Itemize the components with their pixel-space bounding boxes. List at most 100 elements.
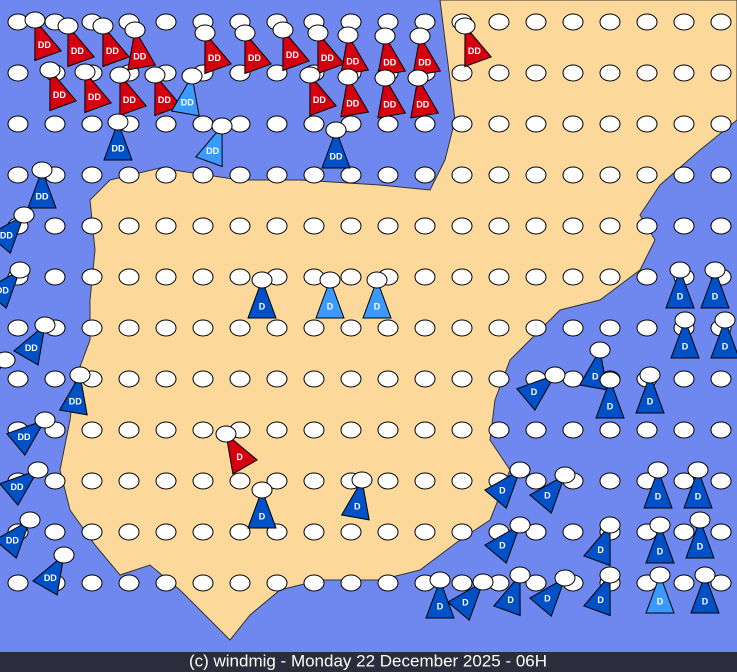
station (194, 24, 216, 42)
wind-label: D (647, 397, 654, 407)
wind-label: D (702, 597, 709, 607)
station (192, 370, 214, 388)
station (27, 461, 49, 479)
wind-arrow (583, 523, 611, 567)
wind-label: DD (158, 95, 171, 105)
station (562, 217, 584, 235)
station (192, 166, 214, 184)
station (562, 268, 584, 286)
wind-label: D (544, 490, 551, 500)
station (366, 271, 388, 289)
station (472, 573, 494, 591)
station (7, 64, 29, 82)
station (488, 370, 510, 388)
station (562, 421, 584, 439)
wind-label: DD (208, 53, 221, 63)
station (710, 13, 732, 31)
station (451, 574, 473, 592)
wind-label: DD (18, 432, 31, 442)
station (44, 115, 66, 133)
station (107, 113, 129, 131)
wind-arrow (340, 75, 370, 118)
station (488, 115, 510, 133)
station (303, 523, 325, 541)
station (451, 370, 473, 388)
station (639, 366, 661, 384)
station (303, 574, 325, 592)
station (673, 421, 695, 439)
station (714, 311, 736, 329)
station (319, 271, 341, 289)
station (710, 472, 732, 490)
station (636, 64, 658, 82)
station (303, 370, 325, 388)
wind-arrow (170, 74, 200, 117)
wind-arrow (204, 31, 232, 75)
wind-label: DD (346, 98, 359, 108)
station (562, 64, 584, 82)
wind-arrow (0, 268, 21, 309)
station (192, 217, 214, 235)
wind-arrow (247, 278, 277, 319)
wind-arrow (425, 578, 455, 619)
wind-label: D (657, 597, 664, 607)
station (710, 523, 732, 541)
station (24, 11, 46, 29)
wind-label: D (437, 602, 444, 612)
wind-label: D (695, 492, 702, 502)
wind-label: DD (71, 46, 84, 56)
station (525, 523, 547, 541)
wind-label: D (592, 371, 599, 381)
station (181, 67, 203, 85)
station (544, 366, 566, 384)
station (451, 319, 473, 337)
station (488, 13, 510, 31)
station (155, 166, 177, 184)
station (488, 268, 510, 286)
wind-arrow (493, 573, 521, 617)
station (674, 311, 696, 329)
wind-arrow (244, 31, 272, 75)
station (266, 166, 288, 184)
station (599, 421, 621, 439)
station (649, 516, 671, 534)
station (229, 319, 251, 337)
station (81, 472, 103, 490)
station (488, 319, 510, 337)
station (673, 370, 695, 388)
wind-arrow (321, 128, 351, 169)
wind-arrow (377, 76, 407, 119)
station (155, 370, 177, 388)
station (414, 115, 436, 133)
footer-bar (0, 652, 737, 672)
station (340, 574, 362, 592)
station (53, 546, 75, 564)
station (124, 21, 146, 39)
station (340, 217, 362, 235)
wind-label: DD (286, 50, 299, 60)
station (710, 115, 732, 133)
wind-arrow (635, 373, 665, 414)
wind-label: D (597, 545, 604, 555)
wind-arrow (103, 120, 133, 161)
station (451, 268, 473, 286)
wind-label: DD (88, 92, 101, 102)
wind-label: DD (346, 56, 359, 66)
wind-arrow (247, 488, 277, 529)
wind-label: D (462, 597, 469, 607)
wind-label: D (259, 302, 266, 312)
wind-label: DD (468, 46, 481, 56)
wind-arrow (27, 168, 57, 209)
station (599, 13, 621, 31)
station (599, 566, 621, 584)
station (251, 481, 273, 499)
station (673, 217, 695, 235)
station (451, 115, 473, 133)
station (451, 523, 473, 541)
wind-arrow (282, 28, 310, 72)
station (155, 574, 177, 592)
wind-label: DD (383, 99, 396, 109)
station (7, 115, 29, 133)
station (710, 370, 732, 388)
station (266, 319, 288, 337)
